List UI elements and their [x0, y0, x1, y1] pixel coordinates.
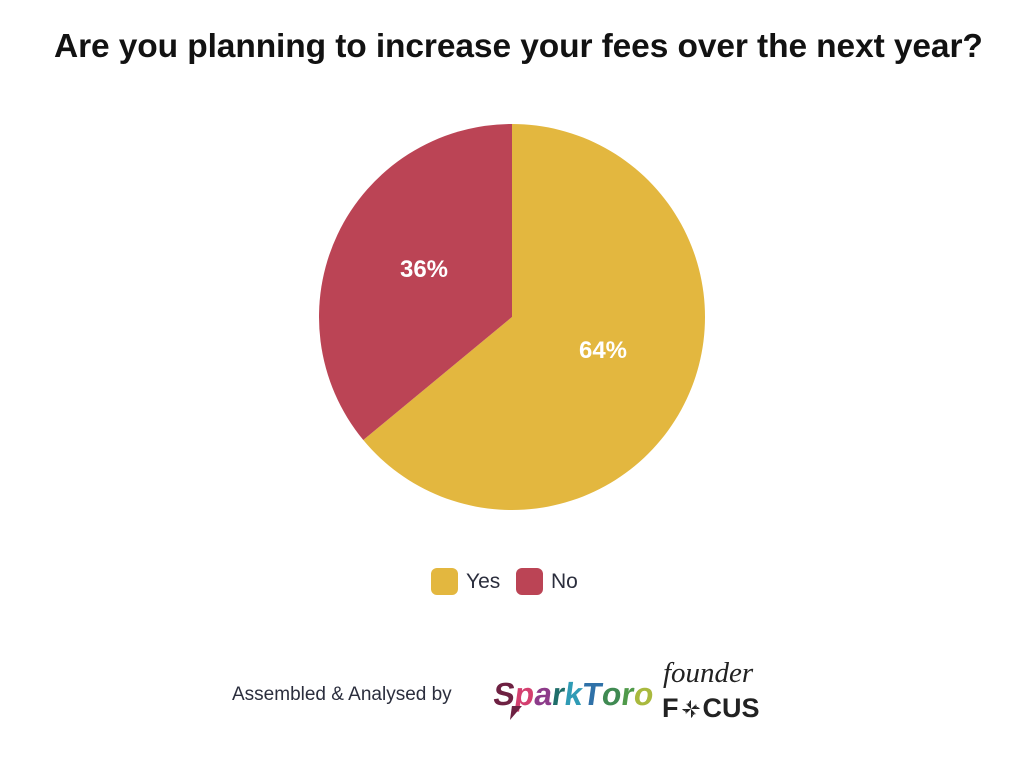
svg-text:36%: 36% [400, 256, 448, 283]
svg-text:64%: 64% [579, 337, 627, 364]
